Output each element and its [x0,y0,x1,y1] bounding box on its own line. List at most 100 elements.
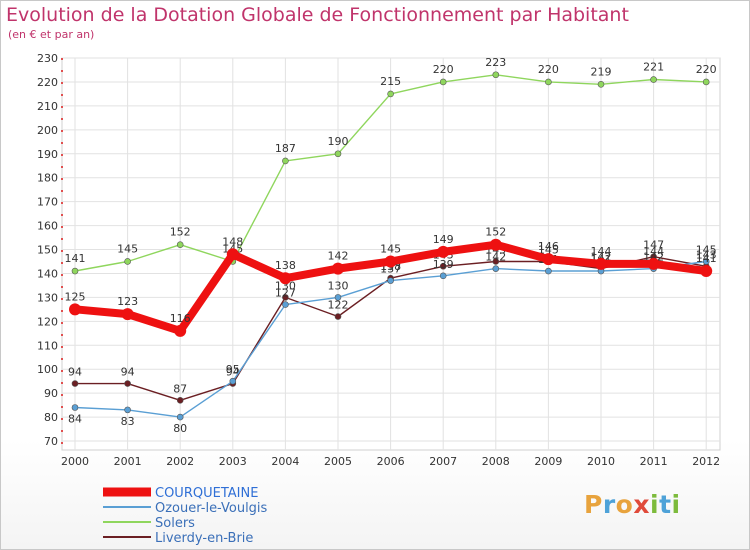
data-label-solers: 220 [538,63,559,76]
proxiti-logo: Proxiti [584,490,681,519]
data-label-solers: 220 [433,63,454,76]
data-point-liverdy-en-brie [124,380,131,387]
data-label-ozouer-le-voulgis: 95 [226,363,240,376]
proxiti-logo-letter: r [602,490,616,519]
chart-subtitle: (en € et par an) [8,28,95,41]
data-label-courquetaine: 146 [538,240,559,253]
x-tick-label: 2012 [692,455,720,468]
data-label-solers: 141 [65,252,86,265]
y-tick-label: 140 [37,267,58,280]
data-label-courquetaine: 144 [591,245,612,258]
data-label-courquetaine: 123 [117,295,138,308]
data-label-solers: 220 [696,63,717,76]
y-tick-label: 120 [37,315,58,328]
data-label-solers: 215 [380,75,401,88]
data-point-courquetaine [121,308,134,321]
data-point-courquetaine [384,255,397,268]
proxiti-logo-letter: t [659,490,672,519]
data-label-liverdy-en-brie: 130 [275,279,296,292]
x-tick-label: 2010 [587,455,615,468]
data-point-courquetaine [700,265,713,278]
data-label-liverdy-en-brie: 145 [538,243,559,256]
data-label-courquetaine: 149 [433,233,454,246]
legend-label: Solers [155,516,195,531]
data-point-liverdy-en-brie [282,294,289,301]
y-tick-label: 230 [37,52,58,65]
data-point-courquetaine [542,253,555,266]
data-point-solers [545,78,552,86]
data-point-solers [492,71,500,79]
x-tick-label: 2004 [271,455,299,468]
y-tick-label: 110 [37,339,58,352]
y-tick-label: 220 [37,76,58,89]
data-label-solers: 187 [275,142,296,155]
data-label-solers: 152 [170,226,191,239]
data-label-ozouer-le-voulgis: 84 [68,412,82,425]
data-label-courquetaine: 125 [65,290,86,303]
data-point-solers [387,90,394,98]
data-point-courquetaine [332,262,344,275]
data-label-ozouer-le-voulgis: 83 [121,415,135,428]
y-tick-label: 90 [44,387,58,400]
data-label-courquetaine: 116 [170,312,191,325]
data-label-solers: 223 [485,56,506,69]
data-point-solers [282,157,289,165]
proxiti-logo-letter: P [584,490,603,519]
data-label-ozouer-le-voulgis: 145 [696,243,717,256]
x-tick-label: 2005 [324,455,352,468]
data-point-liverdy-en-brie [71,380,79,387]
data-label-courquetaine: 142 [328,250,349,263]
data-point-liverdy-en-brie [439,262,447,270]
data-label-solers: 219 [591,65,612,78]
data-point-courquetaine [69,303,81,316]
data-point-ozouer-le-voulgis [229,377,237,385]
data-point-courquetaine [489,238,502,251]
y-tick-label: 170 [37,196,58,209]
x-tick-label: 2001 [114,455,142,468]
x-tick-label: 2006 [377,455,405,468]
y-tick-label: 130 [37,291,58,304]
y-tick-label: 100 [37,363,58,376]
y-tick-label: 200 [37,124,58,137]
data-label-solers: 190 [328,135,349,148]
data-point-solers [597,81,605,88]
y-tick-label: 210 [37,100,58,113]
data-label-courquetaine: 138 [275,259,296,272]
y-tick-label: 160 [37,220,58,233]
data-label-liverdy-en-brie: 94 [121,366,135,379]
data-point-courquetaine [226,248,239,261]
data-point-liverdy-en-brie [334,313,342,320]
x-tick-label: 2011 [640,455,668,468]
y-tick-label: 150 [37,244,58,257]
data-point-courquetaine [437,245,450,258]
data-label-courquetaine: 144 [643,245,664,258]
data-point-ozouer-le-voulgis [176,413,184,421]
data-label-liverdy-en-brie: 147 [643,239,664,252]
data-point-solers [71,267,79,275]
legend-label: Liverdy-en-Brie [155,531,253,546]
data-point-liverdy-en-brie [492,258,500,265]
data-point-ozouer-le-voulgis [334,294,342,301]
data-point-ozouer-le-voulgis [702,258,710,265]
data-label-courquetaine: 148 [222,235,243,248]
data-label-ozouer-le-voulgis: 142 [485,251,506,264]
data-label-courquetaine: 141 [696,252,717,265]
data-point-courquetaine [647,257,660,270]
data-point-ozouer-le-voulgis [124,406,131,414]
proxiti-logo-letter: i [671,490,681,519]
data-point-solers [176,241,184,249]
x-tick-label: 2002 [166,455,194,468]
data-point-ozouer-le-voulgis [387,277,394,284]
data-point-ozouer-le-voulgis [282,301,289,308]
proxiti-logo-letter: o [615,490,634,519]
x-tick-label: 2007 [429,455,457,468]
data-point-ozouer-le-voulgis [71,404,79,411]
data-label-liverdy-en-brie: 143 [696,248,717,261]
data-point-solers [124,258,131,265]
data-point-solers [650,76,657,83]
data-label-ozouer-le-voulgis: 130 [328,279,349,292]
x-tick-label: 2008 [482,455,510,468]
data-point-courquetaine [595,257,607,270]
data-point-solers [439,78,447,86]
